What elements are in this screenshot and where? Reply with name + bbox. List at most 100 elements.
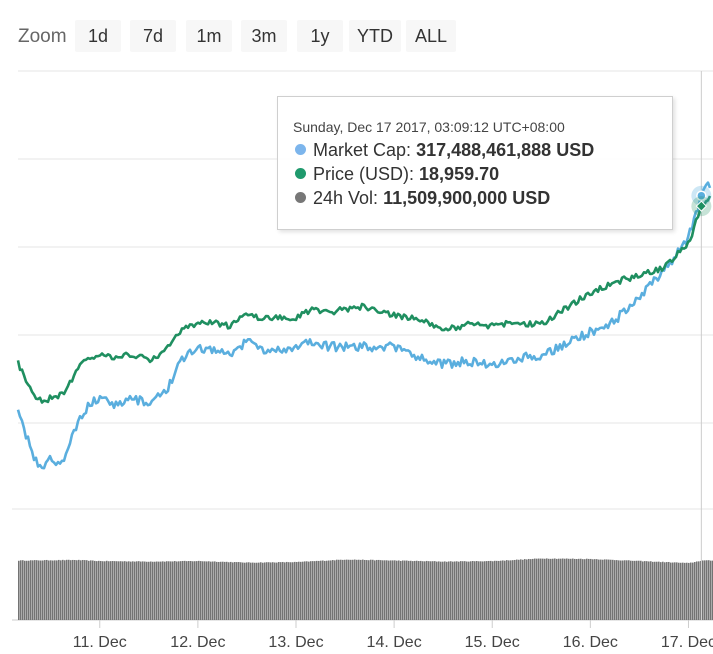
- volume-bar: [326, 560, 328, 620]
- volume-bar: [102, 561, 104, 620]
- volume-bar: [154, 561, 156, 620]
- volume-bar: [672, 562, 674, 620]
- volume-bar: [250, 562, 252, 620]
- zoom-button-ytd[interactable]: YTD: [349, 20, 401, 52]
- volume-bar: [610, 559, 612, 620]
- x-tick-label: 14. Dec: [367, 634, 422, 651]
- volume-bar: [430, 561, 432, 620]
- volume-bar: [522, 559, 524, 620]
- volume-bar: [132, 561, 134, 620]
- volume-bar: [252, 562, 254, 620]
- volume-bar: [220, 561, 222, 620]
- volume-bar: [308, 561, 310, 620]
- market-cap-marker: [696, 190, 707, 201]
- volume-bar: [568, 558, 570, 620]
- zoom-button-3m[interactable]: 3m: [241, 20, 287, 52]
- volume-bar: [172, 561, 174, 620]
- x-axis: 11. Dec 12. Dec 13. Dec 14. Dec 15. Dec 16. D…: [73, 620, 713, 651]
- volume-bar: [674, 562, 676, 620]
- volume-bar: [236, 562, 238, 620]
- volume-bar: [108, 561, 110, 620]
- volume-bar: [526, 559, 528, 620]
- volume-bar: [280, 562, 282, 620]
- volume-bar: [296, 561, 298, 620]
- volume-bar: [86, 560, 88, 620]
- volume-bar: [330, 560, 332, 620]
- volume-bar: [368, 560, 370, 620]
- volume-bar: [626, 560, 628, 620]
- tooltip-label: Market Cap:: [313, 140, 412, 160]
- volume-bar: [702, 560, 704, 620]
- volume-bar: [160, 561, 162, 620]
- volume-bar: [162, 561, 164, 620]
- volume-bar: [694, 561, 696, 620]
- volume-bar: [266, 562, 268, 620]
- volume-bar: [710, 560, 712, 620]
- volume-bar: [82, 559, 84, 620]
- crosshair: [691, 71, 712, 620]
- volume-bar: [134, 561, 136, 620]
- zoom-button-1d[interactable]: 1d: [75, 20, 121, 52]
- volume-bar: [472, 561, 474, 620]
- volume-bar: [642, 561, 644, 620]
- volume-bar: [276, 562, 278, 620]
- volume-bar: [392, 560, 394, 620]
- volume-bar: [158, 561, 160, 620]
- volume-bar: [152, 561, 154, 620]
- volume-bar: [122, 561, 124, 620]
- volume-bar: [106, 560, 108, 620]
- volume-bar: [174, 561, 176, 620]
- volume-bar: [678, 562, 680, 620]
- volume-bar: [274, 562, 276, 620]
- volume-bar: [168, 561, 170, 620]
- volume-bar: [214, 561, 216, 620]
- volume-series: [18, 558, 713, 620]
- volume-bar: [292, 562, 294, 620]
- volume-bar: [708, 560, 710, 620]
- volume-bar: [404, 560, 406, 620]
- volume-bar: [664, 562, 666, 620]
- volume-bar: [26, 560, 28, 620]
- volume-bar: [408, 560, 410, 620]
- volume-bar: [360, 559, 362, 620]
- volume-bar: [482, 561, 484, 620]
- volume-bar: [290, 562, 292, 620]
- volume-bar: [198, 560, 200, 620]
- volume-bar: [48, 560, 50, 620]
- volume-bar: [494, 560, 496, 620]
- volume-bar: [72, 559, 74, 620]
- volume-bar: [226, 561, 228, 620]
- volume-bar: [460, 561, 462, 620]
- tooltip-header: Sunday, Dec 17 2017, 03:09:12 UTC+08:00: [293, 119, 565, 135]
- volume-bar: [388, 560, 390, 620]
- volume-bar: [442, 561, 444, 620]
- volume-bar: [170, 561, 172, 620]
- volume-bar: [366, 560, 368, 620]
- volume-bar: [126, 561, 128, 620]
- volume-bar: [594, 559, 596, 620]
- zoom-button-all[interactable]: ALL: [406, 20, 456, 52]
- volume-bar: [346, 559, 348, 620]
- volume-bar: [506, 560, 508, 620]
- volume-bar: [354, 559, 356, 620]
- tooltip: Sunday, Dec 17 2017, 03:09:12 UTC+08:00 …: [277, 96, 673, 230]
- volume-bar: [254, 562, 256, 620]
- volume-bar: [348, 559, 350, 620]
- volume-bar: [448, 561, 450, 620]
- volume-bar: [94, 560, 96, 620]
- volume-bar: [586, 558, 588, 620]
- volume-bar: [372, 559, 374, 620]
- volume-bar: [24, 560, 26, 620]
- volume-bar: [452, 561, 454, 620]
- volume-bar: [190, 560, 192, 620]
- volume-bar: [582, 559, 584, 620]
- volume-bar: [566, 558, 568, 620]
- volume-bar: [690, 562, 692, 620]
- zoom-button-7d[interactable]: 7d: [130, 20, 176, 52]
- volume-bar: [352, 559, 354, 620]
- volume-bar: [356, 559, 358, 620]
- zoom-button-1m[interactable]: 1m: [186, 20, 232, 52]
- volume-bar: [328, 560, 330, 620]
- zoom-button-1y[interactable]: 1y: [297, 20, 343, 52]
